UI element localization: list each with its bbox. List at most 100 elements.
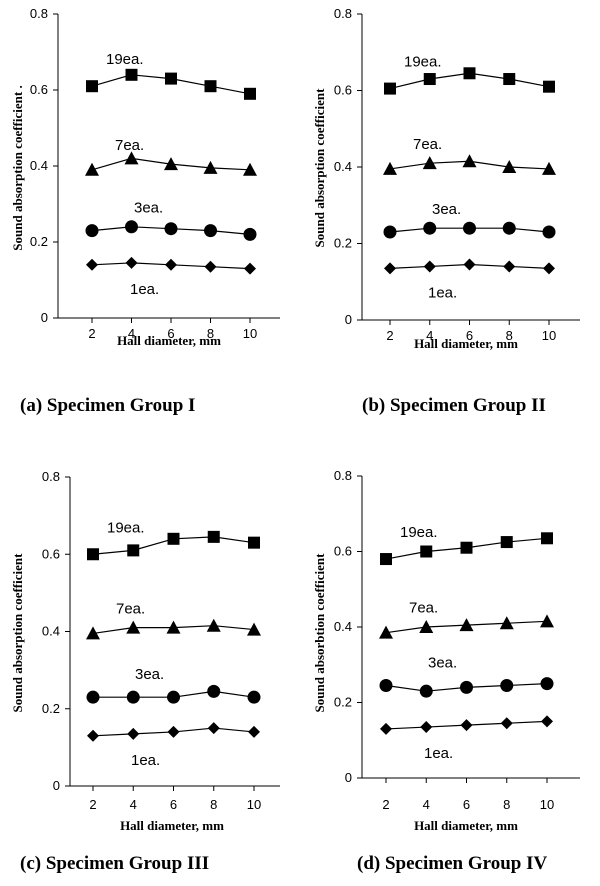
chart-b-point-circle bbox=[502, 221, 516, 235]
chart-a-point-circle bbox=[85, 224, 99, 238]
chart-b-svg: Sound absorption coefficient Hall diamet… bbox=[312, 6, 580, 351]
chart-a-x-tick-label: 4 bbox=[128, 326, 135, 341]
chart-b-point-triangle bbox=[502, 160, 517, 173]
chart-a-point-square bbox=[244, 87, 256, 100]
chart-a-svg: Sound absorption coefficient . Hall diam… bbox=[10, 6, 280, 348]
chart-d-y-tick-label: 0.8 bbox=[334, 468, 352, 483]
chart-a-ylabel: Sound absorption coefficient . bbox=[10, 85, 25, 250]
chart-c-x-tick-label: 4 bbox=[130, 797, 137, 812]
chart-d-point-square bbox=[500, 536, 513, 549]
chart-b-y-tick-label: 0.8 bbox=[334, 6, 352, 21]
chart-d-point-circle bbox=[500, 679, 514, 693]
chart-c-x-tick-label: 6 bbox=[170, 797, 177, 812]
chart-c-xlabel: Hall diameter, mm bbox=[120, 818, 224, 833]
chart-panel-d: Sound absorbtion coefficient Hall diamet… bbox=[300, 443, 600, 886]
chart-a-point-diamond bbox=[244, 262, 256, 275]
chart-a-point-diamond bbox=[86, 258, 98, 271]
chart-c-point-triangle bbox=[206, 618, 221, 632]
chart-c-point-square bbox=[87, 548, 99, 561]
chart-b-y-tick-label: 0.6 bbox=[334, 83, 352, 98]
chart-b-series-label: 7ea. bbox=[413, 136, 442, 153]
chart-a-point-diamond bbox=[165, 258, 177, 271]
chart-c-point-diamond bbox=[127, 727, 140, 740]
chart-a-series-label: 19ea. bbox=[106, 51, 144, 68]
chart-d-series-label: 1ea. bbox=[424, 745, 453, 762]
chart-d-series-label: 3ea. bbox=[428, 655, 457, 672]
chart-b-series-label: 3ea. bbox=[432, 201, 461, 218]
chart-d-ylabel: Sound absorbtion coefficient bbox=[312, 553, 327, 713]
chart-d-xlabel: Hall diameter, mm bbox=[414, 818, 518, 833]
chart-c-point-diamond bbox=[167, 725, 180, 738]
chart-c-series-label: 19ea. bbox=[107, 519, 145, 536]
chart-a-y-tick-label: 0.4 bbox=[30, 158, 48, 173]
chart-a-series-label: 7ea. bbox=[115, 137, 144, 154]
chart-a-series-label: 1ea. bbox=[130, 281, 159, 298]
chart-c-series-label: 3ea. bbox=[135, 666, 164, 683]
chart-d-point-square bbox=[541, 532, 553, 545]
chart-b-x-tick-label: 4 bbox=[426, 328, 433, 343]
chart-a-plot: 0 0.2 0.4 0.6 0.8 2 4 6 8 10 19ea. 7ea. 3ea. 1ea. bbox=[30, 6, 280, 341]
chart-b-point-diamond bbox=[503, 260, 516, 273]
chart-b-point-diamond bbox=[384, 262, 396, 275]
chart-a-point-triangle bbox=[124, 151, 139, 165]
chart-b-series-label: 1ea. bbox=[428, 284, 457, 301]
chart-d-x-tick-label: 2 bbox=[382, 797, 389, 812]
chart-a-point-square bbox=[86, 80, 98, 93]
chart-b-point-diamond bbox=[463, 258, 476, 271]
chart-a-point-square bbox=[125, 68, 138, 81]
chart-a-x-tick-label: 6 bbox=[167, 326, 174, 341]
chart-d-point-circle bbox=[419, 684, 433, 698]
chart-c-point-diamond bbox=[248, 725, 260, 738]
chart-b-point-diamond bbox=[423, 260, 436, 273]
chart-d-point-triangle bbox=[419, 620, 434, 633]
chart-b-point-diamond bbox=[543, 262, 555, 275]
chart-a-y-tick-label: 0 bbox=[41, 310, 48, 325]
chart-d-x-tick-label: 6 bbox=[463, 797, 470, 812]
chart-a-point-circle bbox=[164, 222, 178, 236]
chart-c-y-tick-label: 0.2 bbox=[42, 701, 60, 716]
chart-c-x-tick-label: 10 bbox=[247, 797, 261, 812]
chart-c-point-diamond bbox=[207, 722, 220, 735]
chart-c-point-circle bbox=[167, 690, 180, 704]
caption-c: (c) Specimen Group III bbox=[20, 853, 210, 874]
chart-b-point-circle bbox=[542, 225, 556, 239]
caption-b: (b) Specimen Group II bbox=[362, 395, 546, 416]
chart-d-y-tick-label: 0 bbox=[345, 770, 352, 785]
chart-b-y-tick-label: 0 bbox=[345, 312, 352, 327]
chart-a-point-square bbox=[204, 80, 217, 93]
chart-d-point-triangle bbox=[499, 616, 514, 630]
chart-c-point-circle bbox=[126, 690, 140, 704]
chart-a-point-diamond bbox=[204, 260, 217, 273]
chart-b-point-triangle bbox=[383, 161, 397, 175]
chart-c-ylabel: Sound absorption coefficient bbox=[10, 553, 25, 713]
chart-a-y-tick-label: 0.8 bbox=[30, 6, 48, 21]
chart-b-y-tick-label: 0.4 bbox=[334, 159, 352, 174]
chart-a-point-triangle bbox=[243, 162, 257, 176]
chart-d-point-diamond bbox=[541, 715, 553, 728]
chart-b-point-circle bbox=[463, 221, 476, 235]
chart-b-point-triangle bbox=[462, 154, 477, 168]
chart-a-y-tick-label: 0.2 bbox=[30, 234, 48, 249]
chart-c-svg: Sound absorption coefficient Hall diamet… bbox=[10, 469, 280, 833]
chart-d-point-circle bbox=[379, 679, 393, 693]
chart-c-y-tick-label: 0.8 bbox=[42, 469, 60, 484]
chart-a-point-diamond bbox=[125, 256, 138, 269]
chart-d-y-tick-label: 0.2 bbox=[334, 695, 352, 710]
caption-d: (d) Specimen Group IV bbox=[357, 853, 548, 874]
chart-d-point-triangle bbox=[540, 614, 554, 628]
chart-b-x-tick-label: 8 bbox=[506, 328, 513, 343]
chart-d-point-square bbox=[380, 553, 392, 566]
chart-a-x-tick-label: 8 bbox=[207, 326, 214, 341]
chart-c-series-label: 1ea. bbox=[131, 752, 160, 769]
chart-d-series-label: 19ea. bbox=[400, 524, 438, 541]
chart-d-point-circle bbox=[540, 677, 554, 691]
chart-d-x-tick-label: 8 bbox=[503, 797, 510, 812]
chart-a-point-triangle bbox=[85, 162, 99, 176]
chart-d-point-diamond bbox=[500, 717, 513, 730]
chart-c-point-circle bbox=[247, 690, 261, 704]
chart-c-plot: 0 0.2 0.4 0.6 0.8 2 4 6 8 10 19ea. 7ea. 3ea. 1ea. bbox=[42, 469, 280, 812]
chart-c-point-triangle bbox=[86, 626, 100, 640]
chart-d-point-square bbox=[460, 541, 473, 554]
chart-a-point-circle bbox=[125, 220, 138, 234]
chart-d-point-triangle bbox=[379, 625, 393, 639]
